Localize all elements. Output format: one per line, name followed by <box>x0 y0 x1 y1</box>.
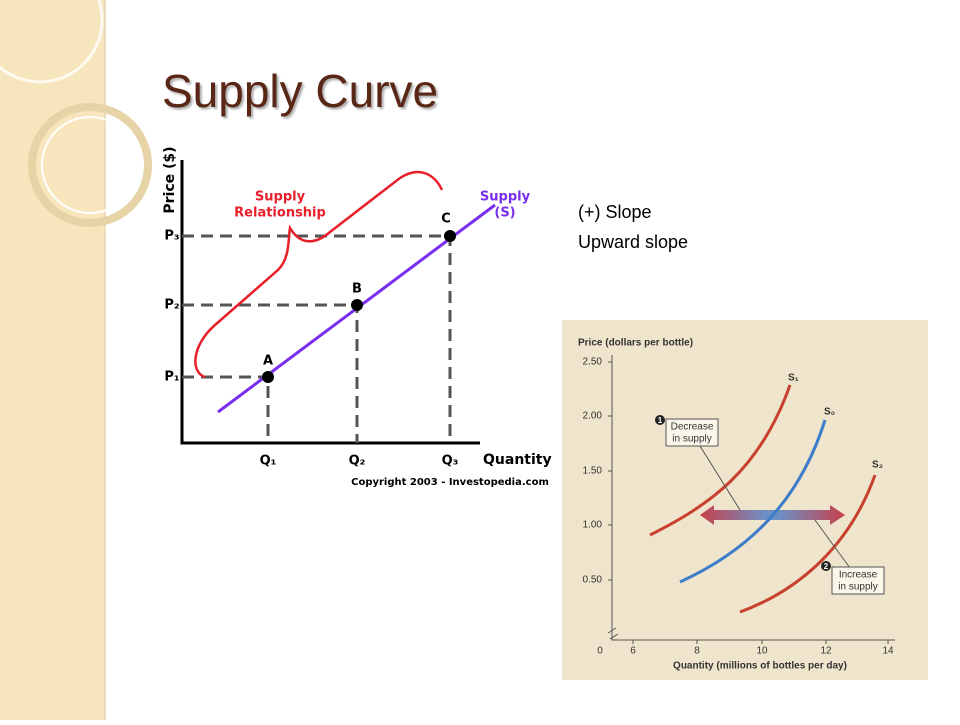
curve-s1 <box>649 384 792 537</box>
callout-box <box>665 418 719 447</box>
decor-circle <box>41 116 139 214</box>
decor-circle <box>28 103 152 227</box>
callout-text: in supply <box>838 582 877 593</box>
price-label: P₂ <box>164 298 179 313</box>
y-tick-label: 0.50 <box>583 575 603 586</box>
x-axis-label: Quantity (millions of bottles per day) <box>673 661 847 672</box>
x-tick-label: 12 <box>820 646 832 657</box>
figure-1: Price ($) Quantity P₁ P₂ P₃ Q₁ Q₂ Q₃ A B… <box>162 146 552 488</box>
axes <box>180 160 480 445</box>
point <box>262 371 274 383</box>
curve-label: S₁ <box>788 373 799 384</box>
y-axis-label: Price ($) <box>162 146 178 213</box>
y-tick-label: 1.50 <box>583 466 603 477</box>
price-label: P₁ <box>164 370 179 385</box>
callout-line <box>814 519 851 569</box>
decor-circle <box>0 0 104 84</box>
point-label: C <box>441 212 451 227</box>
x-axis-label: Quantity <box>483 452 552 468</box>
y-tick-label: 2.00 <box>583 411 603 422</box>
callout-badge <box>821 561 831 571</box>
axis-break <box>607 627 619 640</box>
slide-title: Supply Curve <box>162 65 438 117</box>
curve-label: S₀ <box>824 407 835 418</box>
relationship-label: Relationship <box>234 206 326 221</box>
quantity-label: Q₂ <box>349 454 366 469</box>
callout-text: Decrease <box>671 422 714 433</box>
relationship-brace <box>194 170 444 379</box>
note: (+) Slope <box>578 202 652 222</box>
curve-label: (S) <box>494 206 515 221</box>
curve-label: S₂ <box>872 460 883 471</box>
curve-s2 <box>739 474 877 614</box>
callout-box <box>831 566 885 595</box>
point-label: A <box>263 354 273 369</box>
point-label: B <box>352 282 362 297</box>
callout-text: Increase <box>839 570 878 581</box>
x-tick-label: 8 <box>694 646 700 657</box>
origin-label: 0 <box>597 646 603 657</box>
callout-text: in supply <box>672 434 711 445</box>
note: Upward slope <box>578 232 688 252</box>
curve-label: Supply <box>480 190 531 205</box>
x-tick-label: 14 <box>882 646 894 657</box>
x-tick-label: 10 <box>756 646 768 657</box>
tick-marks <box>608 361 889 644</box>
callout-badge <box>655 415 665 425</box>
callout-number: 2 <box>824 562 829 571</box>
point <box>351 299 363 311</box>
callout-line <box>699 445 741 511</box>
quantity-label: Q₁ <box>260 454 277 469</box>
axes <box>611 355 895 641</box>
relationship-label: Supply <box>255 190 306 205</box>
price-label: P₃ <box>164 229 179 244</box>
credit: Copyright 2003 - Investopedia.com <box>351 477 549 488</box>
point <box>444 230 456 242</box>
y-axis-label: Price (dollars per bottle) <box>578 338 693 349</box>
curve-s0 <box>679 419 827 584</box>
figure-2: Price (dollars per bottle) 2.50 2.00 1.5… <box>562 320 928 680</box>
figure-background <box>562 320 928 680</box>
y-tick-label: 2.50 <box>583 357 603 368</box>
callout-number: 1 <box>658 416 663 425</box>
y-tick-label: 1.00 <box>583 520 603 531</box>
x-tick-label: 6 <box>630 646 636 657</box>
quantity-label: Q₃ <box>442 454 459 469</box>
